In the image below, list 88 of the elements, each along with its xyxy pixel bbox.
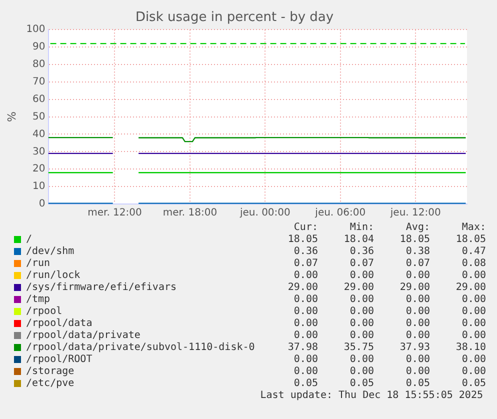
text: 0.00 (292, 354, 318, 366)
text: 0.00 (462, 270, 486, 281)
legend-label: /rpool/data (26, 318, 92, 330)
y-axis-title: % (5, 112, 18, 122)
text: 0.00 (406, 318, 430, 329)
text: 0.00 (350, 294, 374, 305)
text: 18.05 (286, 234, 318, 246)
text: 0.00 (462, 354, 486, 365)
legend-label: /tmp (26, 294, 50, 306)
text: 0.00 (350, 366, 374, 377)
text: 0.36 (350, 246, 374, 257)
y-tick-label: 40 (32, 128, 46, 140)
text: 0.00 (406, 354, 430, 365)
y-tick-label: 30 (32, 146, 46, 158)
text: 18.04 (344, 234, 374, 245)
text: 0.00 (350, 318, 374, 329)
text: 0.00 (350, 270, 374, 281)
legend-label: /run (26, 258, 50, 270)
text: 38.10 (456, 342, 486, 353)
text: Max: (462, 222, 486, 233)
y-tick-label: 50 (32, 111, 46, 122)
text: 0.00 (292, 366, 318, 378)
x-tick-label: jeu. 12:00 (389, 208, 441, 219)
legend-label: /rpool (26, 306, 62, 318)
legend-label: /rpool/data/private (26, 330, 140, 342)
text: 0.05 (292, 378, 318, 390)
legend-label: / (26, 234, 32, 246)
text: 37.98 (286, 342, 318, 354)
text: 0.00 (406, 366, 430, 377)
y-tick-label: 0 (38, 198, 46, 210)
text: 37.93 (400, 342, 430, 353)
y-tick-label: 10 (32, 181, 46, 192)
chart-title: Disk usage in percent - by day (135, 10, 334, 26)
text: 0.00 (462, 318, 486, 329)
text: 0.08 (462, 258, 486, 269)
text: 0.47 (462, 246, 486, 257)
y-tick-label: 20 (32, 164, 46, 175)
text: 0.05 (350, 378, 374, 389)
text: 0.00 (462, 366, 486, 377)
text: 0.00 (406, 330, 430, 341)
legend-label: /rpool/ROOT (26, 354, 92, 366)
x-tick-label: jeu. 06:00 (314, 208, 366, 219)
text: 18.05 (400, 234, 430, 245)
text: 0.05 (406, 378, 430, 389)
y-tick-label: 70 (32, 76, 46, 88)
text: 0.00 (292, 294, 318, 306)
text: 29.00 (456, 282, 486, 293)
legend-label: /storage (26, 366, 74, 378)
text: 0.00 (350, 306, 374, 317)
text: 0.00 (406, 270, 430, 281)
text: 0.00 (406, 294, 430, 305)
text: 0.05 (462, 378, 486, 389)
text: 0.00 (292, 318, 318, 330)
y-tick-label: 60 (32, 94, 46, 105)
text: 18.05 (456, 234, 486, 245)
legend-label: /dev/shm (26, 246, 74, 258)
x-tick-label: mer. 18:00 (162, 208, 218, 219)
text: 29.00 (286, 282, 318, 294)
text: Last update: Thu Dec 18 15:55:05 2025 (260, 390, 483, 402)
y-tick-label: 90 (32, 42, 46, 53)
text: 29.00 (344, 282, 374, 293)
text: 0.00 (462, 330, 486, 341)
text: 35.75 (344, 342, 374, 353)
text: 0.00 (350, 330, 374, 341)
text: Avg: (406, 222, 430, 233)
y-tick-label: 80 (32, 59, 46, 70)
text: 0.07 (406, 258, 430, 269)
text: 0.07 (292, 258, 318, 270)
text: Min: (350, 222, 374, 233)
text: 0.00 (292, 330, 318, 342)
text: 0.07 (350, 258, 374, 269)
x-tick-label: jeu. 00:00 (238, 208, 290, 219)
text: 29.00 (400, 282, 430, 293)
x-tick-label: mer. 12:00 (88, 208, 142, 219)
legend-label: /etc/pve (26, 378, 74, 390)
legend-label: /run/lock (26, 270, 80, 282)
text: 0.00 (462, 306, 486, 317)
text: 0.36 (292, 246, 318, 258)
text: 0.00 (292, 270, 318, 282)
legend-label: /sys/firmware/efi/efivars (26, 282, 177, 294)
legend-label: /rpool/data/private/subvol-1110-disk-0 (26, 342, 255, 354)
text: 0.00 (462, 294, 486, 305)
text: 0.38 (406, 246, 430, 257)
text: Cur: (292, 222, 318, 234)
text: 0.00 (406, 306, 430, 317)
text: 0.00 (350, 354, 374, 365)
text: 0.00 (292, 306, 318, 318)
y-tick-label: 100 (26, 24, 46, 36)
